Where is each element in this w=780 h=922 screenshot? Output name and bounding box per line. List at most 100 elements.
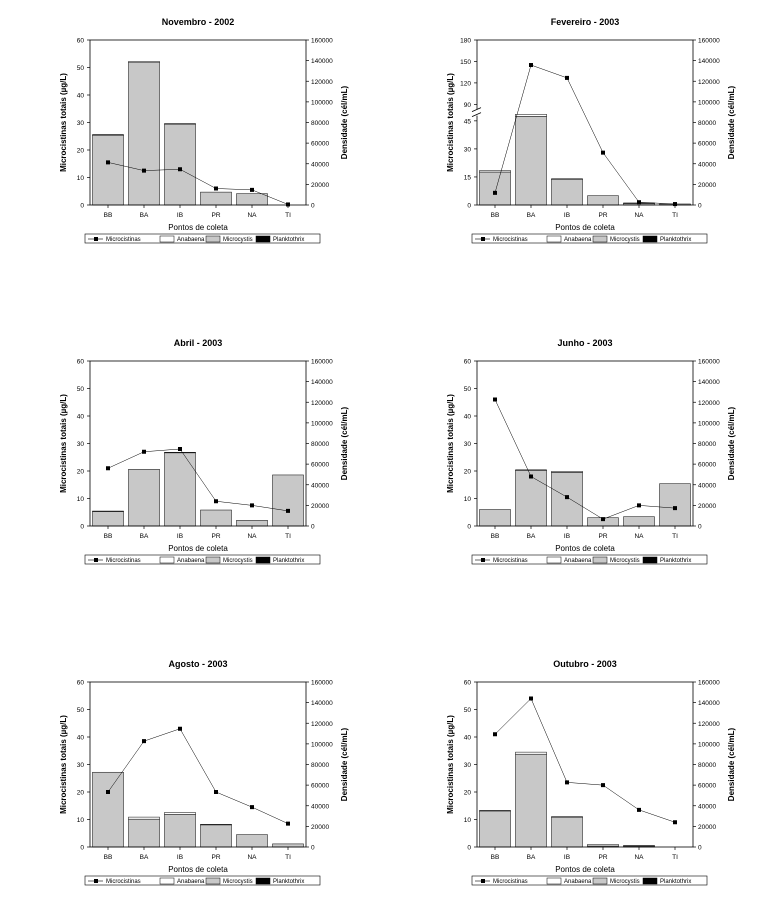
right-tick-label: 60000 [698,462,716,469]
legend-label-microcystis: Microcystis [610,558,640,564]
left-tick-label: 40 [77,735,85,742]
left-tick-label: 30 [464,441,472,448]
right-tick-label: 140000 [311,700,333,707]
microcistinas-point-BB [493,397,497,402]
bar-microcystis-NA [236,520,268,527]
bar-anabaena-PR [200,824,232,826]
right-tick-label: 80000 [311,120,329,127]
microcistinas-point-NA [637,200,641,205]
right-tick-label: 60000 [698,783,716,790]
bar-microcystis-NA [623,516,655,527]
right-tick-label: 0 [311,845,315,852]
bar-microcystis-PR [200,191,232,206]
microcistinas-point-PR [214,499,218,504]
legend-swatch-planktothrix [255,877,271,885]
legend-swatch-microcystis [205,556,221,564]
legend-swatch-planktothrix [255,235,271,243]
left-tick-label: 90 [464,102,472,109]
microcistinas-point-BA [529,474,533,479]
legend-box [471,554,708,565]
left-tick-label: 40 [464,735,472,742]
y-axis-label: Microcistinas totais (µg/L) [59,394,68,493]
right-tick-label: 80000 [311,762,329,769]
right-tick-label: 80000 [311,441,329,448]
legend-swatch-anabaena [159,556,175,564]
left-tick-label: 120 [460,80,471,87]
microcistinas-point-TI [286,202,290,207]
bar-microcystis-BA [128,62,160,206]
left-tick-label: 30 [464,762,472,769]
x-axis-label: Pontos de coleta [555,865,615,874]
right-tick-label: 140000 [311,58,333,65]
left-tick-label: 60 [464,359,472,366]
right-tick-label: 100000 [311,420,333,427]
left-tick-label: 0 [80,203,84,210]
legend-box [471,233,708,244]
microcistinas-point-IB [565,495,569,500]
legend-swatch-microcystis [205,877,221,885]
left-tick-label: 60 [77,359,85,366]
right-tick-label: 120000 [698,79,720,86]
chart-title: Agosto - 2003 [168,659,227,669]
bar-microcystis-IB [164,452,196,527]
bar-anabaena-IB [164,123,196,125]
x-tick-label: TI [285,854,291,861]
left-tick-label: 50 [77,707,85,714]
bar-microcystis-BA [515,470,547,527]
chart-panel-3: Junho - 2003 0 10 20 30 40 50 60 0 20000 40000 6000… [446,338,736,565]
right-tick-label: 60000 [311,141,329,148]
bar-microcystis-IB [551,472,583,527]
left-tick-label: 40 [464,414,472,421]
x-tick-label: IB [564,533,570,540]
legend-swatch-microcystis [592,235,608,243]
bar-anabaena-IB [551,471,583,473]
bar-planktothrix-BB [92,134,124,136]
bar-microcystis-PR [200,509,232,527]
x-tick-label: BA [527,212,536,219]
bar-anabaena-BA [128,816,160,820]
left-tick-label: 0 [467,845,471,852]
bar-anabaena-BB [92,510,124,512]
right-tick-label: 20000 [698,503,716,510]
y2-axis-label: Densidade (cél/mL) [340,727,349,801]
legend-swatch-anabaena [546,235,562,243]
right-tick-label: 40000 [698,482,716,489]
chart-panel-2: Abril - 2003 0 10 20 30 40 50 60 0 20000 40000 6000… [59,338,349,565]
chart-title: Novembro - 2002 [162,17,235,27]
right-tick-label: 100000 [698,420,720,427]
x-axis-label: Pontos de coleta [555,223,615,232]
microcistinas-point-IB [178,447,182,451]
bar-microcystis-TI [272,843,304,848]
microcistinas-line [107,728,289,824]
legend-label-microcystis: Microcystis [610,237,640,243]
microcistinas-point-PR [214,186,218,191]
x-tick-label: IB [564,212,570,219]
left-tick-label: 0 [80,524,84,531]
left-tick-label: 30 [464,146,472,153]
x-tick-label: TI [672,533,678,540]
axis-break-gap [473,109,481,116]
legend-marker-swatch [94,558,98,562]
x-tick-label: TI [285,212,291,219]
microcistinas-point-BB [493,732,497,737]
x-tick-label: TI [672,854,678,861]
right-tick-label: 0 [311,524,315,531]
right-tick-label: 120000 [311,400,333,407]
bar-anabaena-BA [515,114,547,117]
legend-label-planktothrix: Planktothrix [660,558,691,564]
x-tick-label: IB [177,212,183,219]
x-tick-label: TI [672,212,678,219]
left-tick-label: 20 [77,790,85,797]
x-axis-label: Pontos de coleta [168,865,228,874]
legend-label-microcystis: Microcystis [223,558,253,564]
microcistinas-point-TI [286,508,290,513]
bar-microcystis-IB [164,123,196,206]
microcistinas-point-NA [250,187,254,192]
microcistinas-point-IB [178,726,182,731]
x-tick-label: BA [140,212,149,219]
right-tick-label: 60000 [698,141,716,148]
right-tick-label: 120000 [698,721,720,728]
legend-swatch-anabaena [546,877,562,885]
x-tick-label: PR [211,533,220,540]
left-tick-label: 150 [460,59,471,66]
